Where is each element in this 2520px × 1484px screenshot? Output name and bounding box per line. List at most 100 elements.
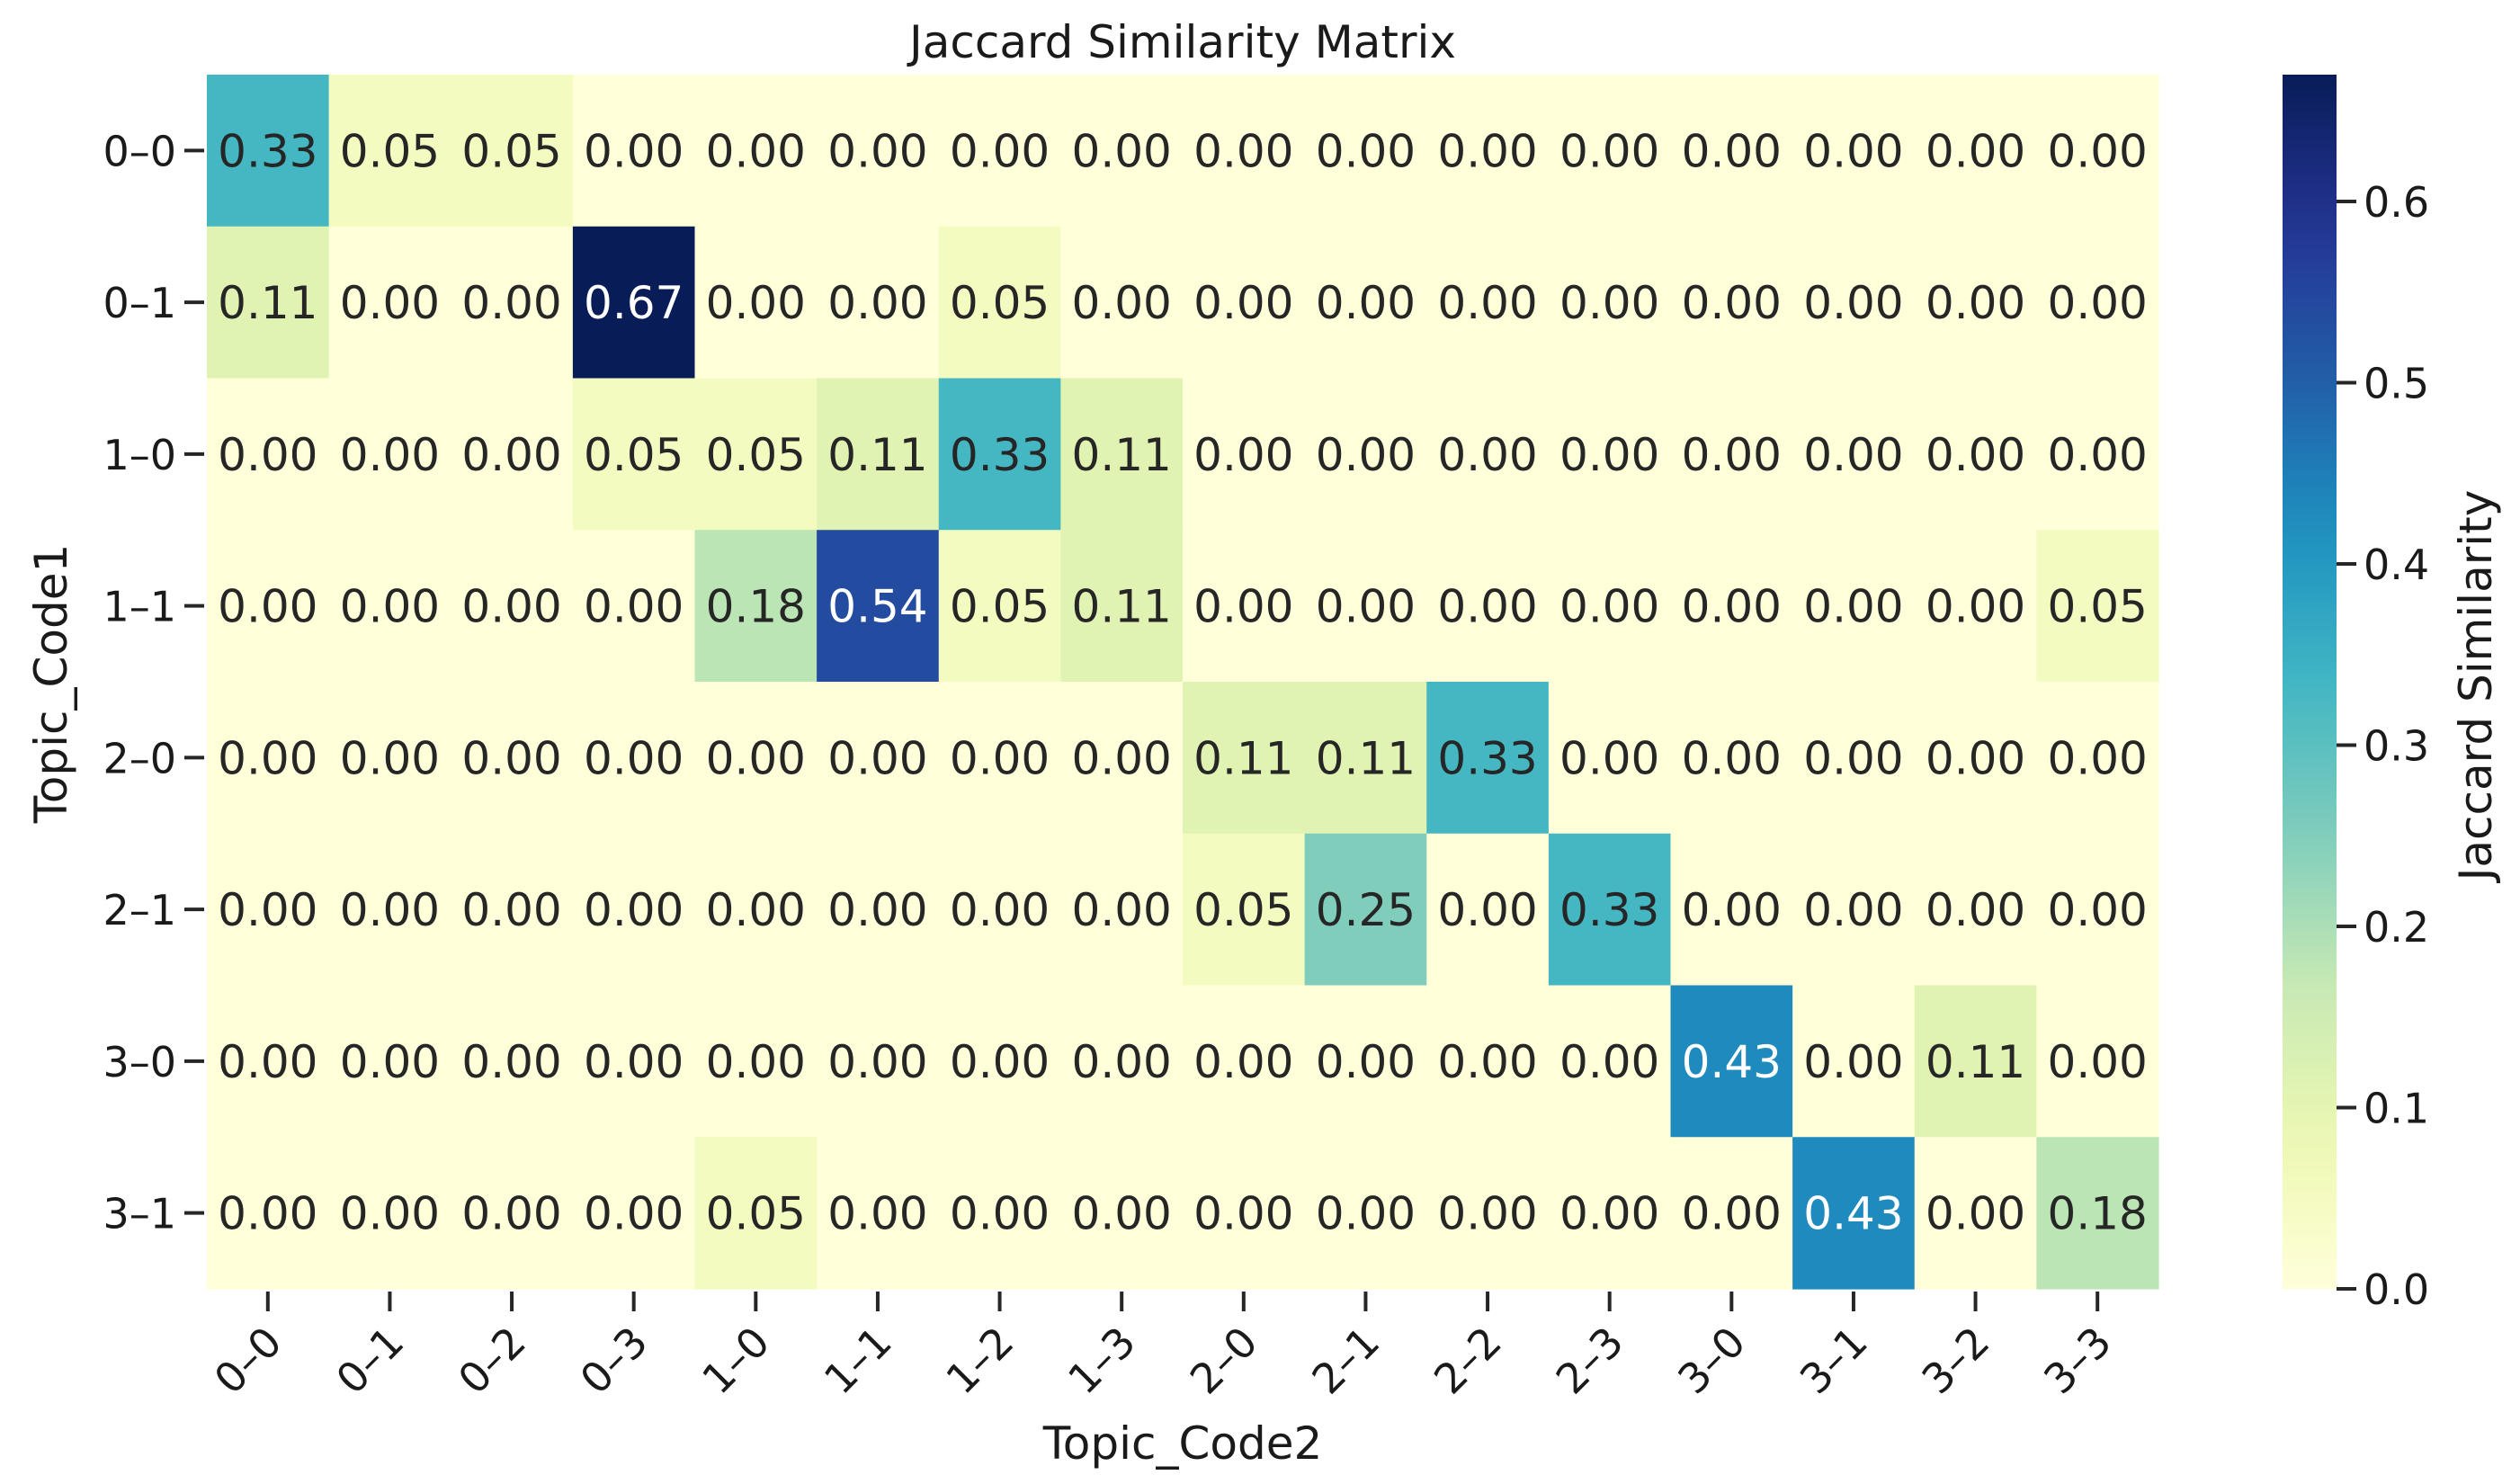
- heatmap-cell: [2036, 682, 2159, 835]
- heatmap-cell-value: 0.00: [1559, 277, 1659, 329]
- heatmap-cell-value: 0.00: [584, 125, 684, 177]
- heatmap-cell: [1914, 226, 2037, 380]
- heatmap-cell-value: 0.00: [2048, 277, 2148, 329]
- heatmap-cell-value: 0.00: [2048, 429, 2148, 481]
- heatmap-cell: [694, 378, 818, 531]
- heatmap-cell-value: 0.00: [1193, 125, 1293, 177]
- heatmap-cell-value: 0.00: [1193, 1036, 1293, 1088]
- heatmap-cell-value: 0.00: [1316, 277, 1416, 329]
- y-tick-label: 2–1: [103, 886, 176, 934]
- heatmap-cell: [694, 75, 818, 228]
- heatmap-cell: [1792, 530, 1916, 683]
- x-tick-label: 0–1: [326, 1318, 413, 1404]
- heatmap-cell-value: 0.00: [218, 1188, 317, 1240]
- heatmap-cell: [1914, 378, 2037, 531]
- heatmap-cell: [1914, 1137, 2037, 1290]
- heatmap-cell-value: 0.00: [340, 1188, 440, 1240]
- heatmap-cell: [1914, 530, 2037, 683]
- heatmap-cell-value: 0.00: [1072, 1036, 1172, 1088]
- heatmap-cell: [817, 985, 940, 1138]
- x-tick-label: 0–2: [449, 1318, 535, 1404]
- heatmap-cell: [938, 75, 1061, 228]
- heatmap-cell: [817, 1137, 940, 1290]
- heatmap-cell: [694, 682, 818, 835]
- heatmap-cell: [817, 378, 940, 531]
- heatmap-cell: [1183, 226, 1306, 380]
- heatmap-cell-value: 0.00: [584, 884, 684, 936]
- heatmap-cell: [1914, 75, 2037, 228]
- heatmap-cell: [2036, 833, 2159, 987]
- heatmap-cell-value: 0.00: [1803, 884, 1903, 936]
- heatmap-cell-value: 0.25: [1316, 884, 1416, 936]
- heatmap-cell: [1792, 985, 1916, 1138]
- heatmap-cell-value: 0.00: [950, 732, 1050, 784]
- colorbar-tick-label: 0.2: [2364, 903, 2429, 952]
- heatmap-cell: [1548, 682, 1672, 835]
- heatmap-cell-value: 0.00: [1926, 884, 2025, 936]
- heatmap-cell: [328, 530, 451, 683]
- heatmap-cell-value: 0.00: [1682, 884, 1782, 936]
- heatmap-cell: [938, 378, 1061, 531]
- y-tick-label: 1–1: [103, 583, 176, 631]
- heatmap-cell-value: 0.05: [706, 1188, 806, 1240]
- heatmap-cell: [1914, 833, 2037, 987]
- heatmap-cell-value: 0.00: [1072, 277, 1172, 329]
- heatmap-cell-value: 0.00: [706, 277, 806, 329]
- heatmap-cell: [572, 75, 696, 228]
- x-axis-ticks: 0–0 0–1 0–2 0–3 1–0 1–1 1–2 1–3 2–0 2–1 2–2 2–3 3–0 3…: [205, 1292, 2121, 1403]
- y-tick-label: 3–0: [103, 1038, 176, 1086]
- heatmap-cell-value: 0.00: [1926, 732, 2025, 784]
- y-axis-label: Topic_Code1: [25, 544, 77, 825]
- colorbar: 0.0 0.1 0.2 0.3 0.4 0.5 0.6: [2283, 75, 2429, 1314]
- colorbar-tick-label: 0.5: [2364, 360, 2429, 408]
- heatmap-cell: [1548, 985, 1672, 1138]
- x-tick-label: 3–2: [1912, 1318, 1998, 1404]
- heatmap-cell-value: 0.18: [706, 581, 806, 633]
- colorbar-tick-label: 0.6: [2364, 178, 2429, 227]
- x-tick-label: 1–1: [815, 1318, 901, 1404]
- heatmap-cell: [1060, 985, 1184, 1138]
- x-tick-label: 1–2: [936, 1318, 1023, 1404]
- heatmap-cell: [1060, 378, 1184, 531]
- heatmap-cell-value: 0.00: [340, 884, 440, 936]
- x-tick-label: 3–3: [2034, 1318, 2121, 1404]
- heatmap-cell-value: 0.00: [1072, 884, 1172, 936]
- heatmap-cell-value: 0.05: [584, 429, 684, 481]
- heatmap-cell-value: 0.11: [1926, 1036, 2025, 1088]
- heatmap-cell-value: 0.00: [1072, 1188, 1172, 1240]
- heatmap-cell: [1426, 1137, 1550, 1290]
- x-tick-label: 0–0: [205, 1318, 291, 1404]
- heatmap-cell-value: 0.00: [1316, 429, 1416, 481]
- heatmap-cell: [1792, 833, 1916, 987]
- heatmap-cell-value: 0.43: [1682, 1036, 1782, 1088]
- heatmap-cell: [328, 1137, 451, 1290]
- heatmap-cell: [1792, 378, 1916, 531]
- heatmap-cell: [1060, 682, 1184, 835]
- heatmap-cell: [817, 75, 940, 228]
- heatmap-cell: [2036, 1137, 2159, 1290]
- heatmap-cell-value: 0.00: [1559, 581, 1659, 633]
- heatmap-cell-value: 0.00: [1559, 125, 1659, 177]
- heatmap-cell: [694, 1137, 818, 1290]
- heatmap-cell-value: 0.00: [1926, 429, 2025, 481]
- heatmap-cell-value: 0.54: [827, 581, 927, 633]
- heatmap-cell: [572, 226, 696, 380]
- heatmap-cell-value: 0.00: [1072, 732, 1172, 784]
- heatmap-cell-value: 0.11: [827, 429, 927, 481]
- x-tick-label: 3–1: [1791, 1318, 1877, 1404]
- heatmap-cell-value: 0.00: [1803, 277, 1903, 329]
- heatmap-cell: [572, 985, 696, 1138]
- heatmap-cell: [938, 682, 1061, 835]
- heatmap-cell-value: 0.00: [1316, 125, 1416, 177]
- heatmap-cell-value: 0.00: [1316, 581, 1416, 633]
- heatmap-cell: [328, 75, 451, 228]
- heatmap-cell: [1914, 682, 2037, 835]
- heatmap-cell-value: 0.00: [1193, 581, 1293, 633]
- heatmap-cell-value: 0.00: [1193, 1188, 1293, 1240]
- heatmap-cell-value: 0.00: [1803, 581, 1903, 633]
- heatmap-cell: [207, 75, 330, 228]
- chart-title: Jaccard Similarity Matrix: [907, 16, 1456, 68]
- heatmap-cell-value: 0.00: [950, 884, 1050, 936]
- heatmap-cell: [1670, 833, 1793, 987]
- heatmap-cell: [207, 682, 330, 835]
